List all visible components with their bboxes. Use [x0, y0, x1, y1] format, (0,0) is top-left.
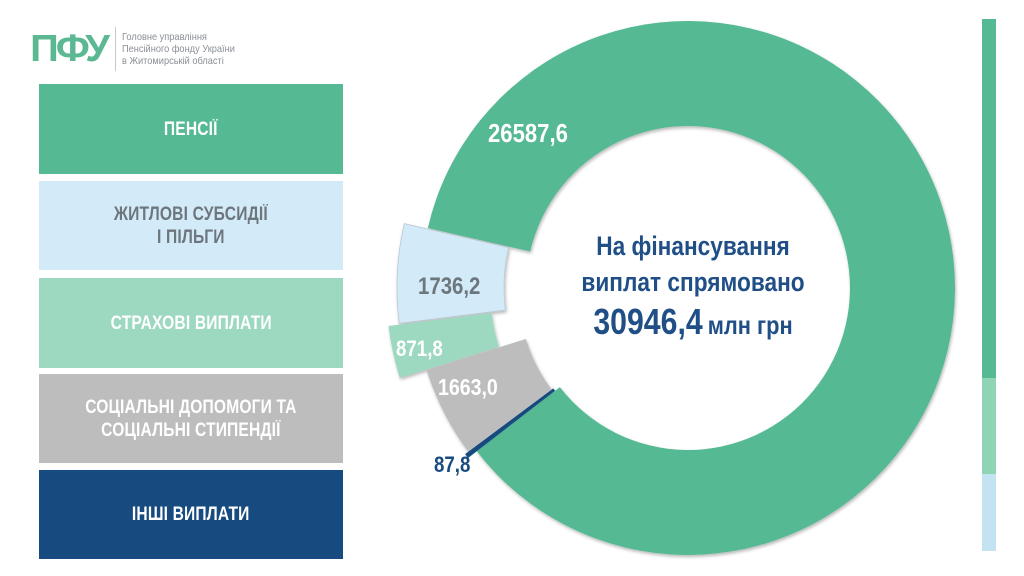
org-name-line: Головне управління: [121, 31, 207, 43]
data-label-pensions: 26587,6: [488, 118, 568, 148]
legend-item-housing-subsidies: ЖИТЛОВІ СУБСИДІЇ І ПІЛЬГИ: [39, 181, 343, 270]
summary-line-1: На фінансування: [596, 231, 790, 261]
legend-item-insurance-payments: СТРАХОВІ ВИПЛАТИ: [39, 278, 343, 368]
total-unit: млн грн: [707, 310, 793, 340]
side-bar-segment: [982, 19, 996, 378]
data-label-insurance-payments: 871,8: [396, 336, 443, 361]
slice-insurance-payments: [388, 312, 499, 378]
slice-pensions: [427, 21, 955, 556]
org-name-line: Пенсійного фонду України: [121, 43, 235, 55]
slice-other-payments: [465, 388, 556, 459]
chart-center-summary: На фінансування виплат спрямовано 30946,…: [548, 228, 838, 350]
legend-label: СОЦІАЛЬНІ СТИПЕНДІЇ: [101, 419, 281, 441]
logo-divider: [114, 27, 116, 71]
legend-label: СОЦІАЛЬНІ ДОПОМОГИ ТА: [85, 396, 297, 418]
summary-total: 30946,4 млн грн: [571, 302, 815, 350]
data-label-social-assistance: 1663,0: [438, 374, 498, 400]
legend-item-social-assistance: СОЦІАЛЬНІ ДОПОМОГИ ТА СОЦІАЛЬНІ СТИПЕНДІЇ: [39, 374, 343, 463]
logo-mark: ПФУ: [30, 28, 110, 70]
legend-item-pensions: ПЕНСІЇ: [39, 84, 343, 174]
org-name-line: в Житомирській області: [121, 55, 224, 67]
logo: ПФУ Головне управління Пенсійного фонду …: [30, 27, 250, 71]
slice-housing-subsidies: [396, 223, 510, 324]
side-bar-segment: [982, 378, 996, 474]
total-value: 30946,4: [593, 301, 703, 342]
slice-social-assistance: [426, 338, 552, 452]
side-bar-segment: [982, 474, 996, 551]
org-name: Головне управління Пенсійного фонду Укра…: [122, 31, 235, 67]
legend-label: ЖИТЛОВІ СУБСИДІЇ: [114, 203, 268, 225]
legend-label: ІНШІ ВИПЛАТИ: [132, 504, 250, 525]
summary-line-2: виплат спрямовано: [581, 267, 805, 297]
legend-item-other-payments: ІНШІ ВИПЛАТИ: [39, 470, 343, 559]
data-label-housing-subsidies: 1736,2: [418, 273, 481, 300]
data-label-other-payments: 87,8: [434, 452, 471, 477]
legend-label: ПЕНСІЇ: [164, 118, 218, 140]
legend-label: СТРАХОВІ ВИПЛАТИ: [110, 312, 272, 334]
legend-label: І ПІЛЬГИ: [157, 226, 225, 248]
